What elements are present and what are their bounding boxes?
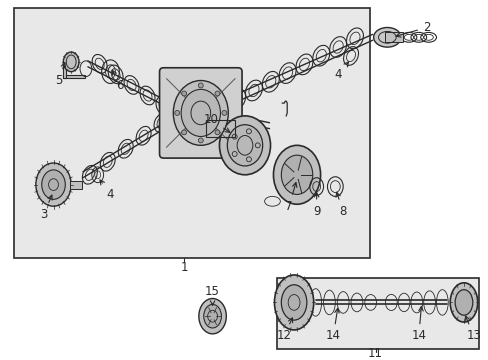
Circle shape: [215, 130, 220, 135]
Text: 6: 6: [112, 70, 124, 92]
Text: 2: 2: [395, 21, 429, 37]
Ellipse shape: [63, 52, 79, 72]
Circle shape: [215, 91, 220, 96]
Circle shape: [174, 111, 179, 115]
Ellipse shape: [203, 305, 221, 328]
Bar: [205, 120, 235, 138]
Text: 3: 3: [40, 195, 52, 221]
Circle shape: [182, 91, 186, 96]
Ellipse shape: [227, 125, 262, 166]
Bar: [63, 75, 85, 77]
Text: 13: 13: [464, 316, 480, 342]
Circle shape: [198, 138, 203, 143]
Text: 5: 5: [55, 63, 65, 87]
FancyBboxPatch shape: [159, 68, 242, 158]
Circle shape: [222, 111, 226, 115]
Bar: [14, 8, 369, 258]
Ellipse shape: [219, 116, 270, 175]
Ellipse shape: [373, 27, 400, 47]
Ellipse shape: [274, 275, 313, 330]
Bar: [385, 32, 402, 42]
Text: 12: 12: [276, 318, 292, 342]
Circle shape: [182, 130, 186, 135]
Ellipse shape: [199, 298, 226, 334]
Ellipse shape: [41, 170, 65, 199]
Ellipse shape: [36, 163, 71, 206]
Bar: [277, 278, 478, 348]
Ellipse shape: [449, 283, 477, 322]
Text: 4: 4: [100, 180, 114, 201]
Text: 11: 11: [367, 347, 382, 360]
Circle shape: [198, 83, 203, 88]
Text: 1: 1: [180, 261, 187, 274]
Text: 14: 14: [410, 306, 426, 342]
Ellipse shape: [173, 81, 228, 145]
Text: 8: 8: [335, 192, 346, 217]
Text: 7: 7: [285, 183, 296, 213]
Text: 14: 14: [325, 309, 340, 342]
Text: 9: 9: [312, 193, 320, 217]
Bar: [70, 181, 82, 189]
Ellipse shape: [273, 145, 320, 204]
Ellipse shape: [281, 155, 312, 194]
Text: 10: 10: [203, 113, 229, 132]
Ellipse shape: [281, 285, 306, 320]
Text: 15: 15: [205, 285, 220, 305]
Text: 4: 4: [334, 62, 348, 81]
Ellipse shape: [181, 89, 220, 136]
Bar: [63, 62, 66, 77]
Ellipse shape: [454, 290, 472, 315]
